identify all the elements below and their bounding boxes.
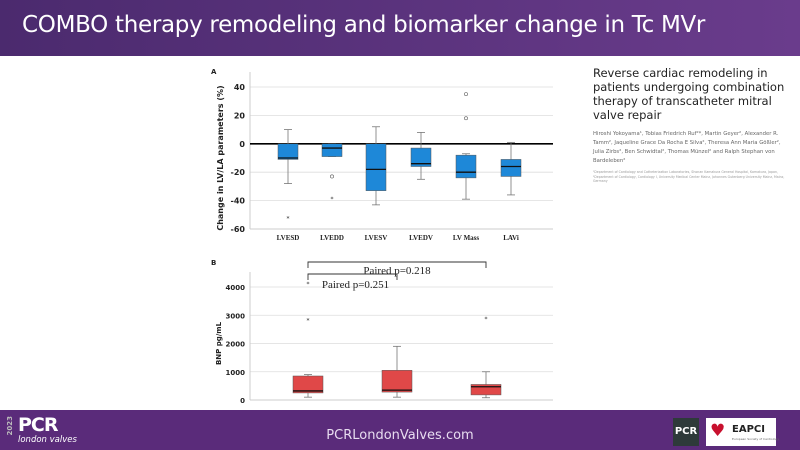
- panel-a-box: [500, 159, 522, 177]
- annotation-p-1m: Paired p=0.251: [322, 279, 389, 291]
- panel-a-box: [455, 154, 477, 179]
- panel-a-outlier: [330, 174, 334, 179]
- panel-a-extreme-outlier: *: [287, 216, 290, 223]
- panel-a-xtick: LV Mass: [453, 234, 480, 242]
- panel-b-extreme-outlier: *: [307, 317, 310, 324]
- panel-a-xtick: LAVi: [503, 234, 519, 242]
- panel-b-box: [381, 370, 413, 393]
- panel-a-ytick: -20: [231, 168, 246, 177]
- panel-a-xtick: LVESV: [365, 234, 388, 242]
- logo-name: PCR: [18, 414, 58, 436]
- paper-reference: Reverse cardiac remodeling in patients u…: [593, 66, 793, 184]
- paper-authors: Hiroshi Yokoyama¹, Tobias Friedrich Ruf²…: [593, 131, 781, 164]
- panel-b-ylabel: BNP pg/mL: [215, 321, 223, 365]
- panel-a-ytick: -60: [231, 225, 246, 234]
- footer-url: PCRLondonValves.com: [326, 428, 474, 443]
- pcr-logo: PCR: [673, 418, 699, 446]
- paper-affiliations: ¹Department of Cardiology and Catheteriz…: [593, 170, 785, 183]
- slide-header: COMBO therapy remodeling and biomarker c…: [0, 0, 800, 56]
- boxplot-figure: A 40 20 0 -20 -40 -60 Change in LV/LA parameter…: [211, 68, 553, 420]
- panel-a-label: A: [211, 68, 217, 76]
- panel-a-box: [321, 143, 343, 157]
- panel-a-outlier: [464, 116, 468, 121]
- panel-a-box: [277, 143, 299, 160]
- panel-a-xtick: LVEDD: [320, 234, 344, 242]
- panel-a-ytick: 40: [234, 83, 246, 92]
- eapci-sub: European Society of Cardiology: [732, 437, 780, 441]
- panel-b-label: B: [211, 259, 216, 267]
- panel-a-ytick: -40: [231, 197, 246, 206]
- paper-title: Reverse cardiac remodeling in patients u…: [593, 66, 785, 122]
- slide-footer: [0, 410, 800, 450]
- panel-a-xtick: LVEDV: [409, 234, 433, 242]
- bracket-baseline-1m: [307, 273, 398, 280]
- panel-b-ytick: 0: [240, 397, 245, 405]
- panel-a-outlier: [464, 92, 468, 96]
- slide-title: COMBO therapy remodeling and biomarker c…: [22, 12, 706, 38]
- panel-a-box: [410, 147, 432, 167]
- heart-icon: ♥: [710, 421, 726, 441]
- eapci-name: EAPCI: [732, 424, 765, 435]
- panel-b-extreme-outlier: *: [485, 316, 488, 323]
- panel-b-box: [470, 384, 502, 396]
- panel-b-ytick: 1000: [226, 369, 246, 377]
- panel-b-ytick: 3000: [226, 312, 246, 320]
- panel-b-box: [292, 375, 324, 394]
- panel-a-ytick: 20: [234, 111, 246, 120]
- bracket-baseline-1y: [307, 261, 487, 268]
- panel-b-ytick: 2000: [226, 341, 246, 349]
- panel-a-ytick: 0: [239, 140, 245, 149]
- figure-panels: A 40 20 0 -20 -40 -60 Change in LV/LA parameter…: [205, 62, 567, 420]
- panel-a-ylabel: Change in LV/LA parameters (%): [216, 85, 225, 230]
- panel-b-extreme-outlier: *: [307, 281, 310, 288]
- panel-b-ytick: 4000: [226, 284, 246, 292]
- logo-sub: london valves: [18, 435, 77, 445]
- panel-a-box: [365, 143, 387, 191]
- panel-a-xtick: LVESD: [277, 234, 300, 242]
- panel-a-extreme-outlier: *: [331, 196, 334, 203]
- eapci-logo: ♥ EAPCI European Society of Cardiology: [706, 418, 780, 446]
